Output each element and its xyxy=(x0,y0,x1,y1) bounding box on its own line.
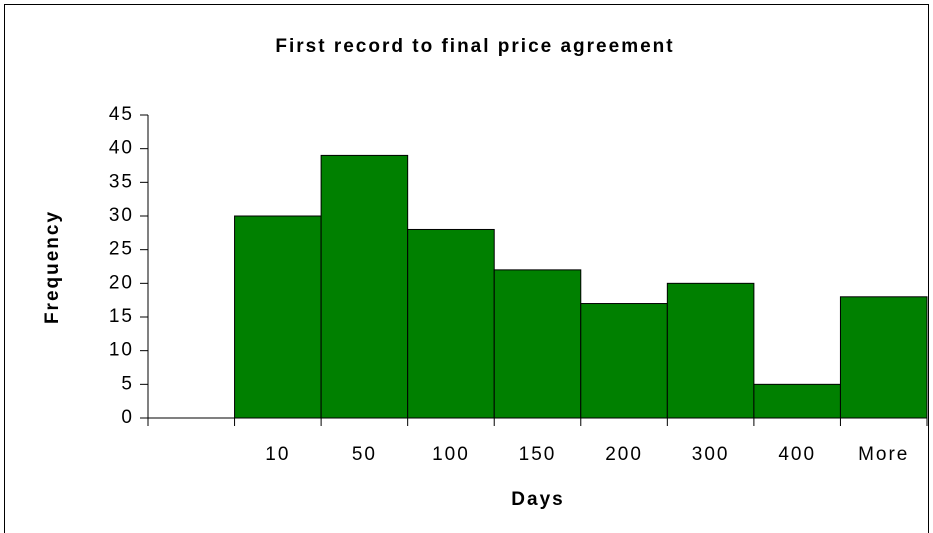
x-tick-label: 100 xyxy=(432,444,470,465)
bar xyxy=(407,228,495,419)
x-tick-label: 150 xyxy=(519,444,557,465)
x-tick-label: 400 xyxy=(778,444,816,465)
bar xyxy=(493,269,582,419)
x-tick-label: 50 xyxy=(352,444,377,465)
y-tick-label: 15 xyxy=(109,306,134,327)
x-tick-label: 200 xyxy=(605,444,643,465)
y-tick-label: 25 xyxy=(109,239,134,260)
x-axis-label: Days xyxy=(511,489,564,510)
y-axis-label: Frequency xyxy=(42,210,63,324)
chart-frame xyxy=(4,4,929,533)
y-tick-label: 0 xyxy=(121,407,134,428)
y-tick-label: 30 xyxy=(109,205,134,226)
bar xyxy=(234,215,322,419)
y-tick-label: 10 xyxy=(109,340,134,361)
bar xyxy=(666,282,755,419)
bar xyxy=(753,383,841,419)
chart-title: First record to final price agreement xyxy=(275,36,674,57)
x-tick-label: 300 xyxy=(692,444,730,465)
y-tick-label: 40 xyxy=(109,138,134,159)
bar xyxy=(839,296,928,419)
y-tick-label: 35 xyxy=(109,171,134,192)
bar xyxy=(320,154,409,419)
y-tick-label: 45 xyxy=(109,104,134,125)
bar xyxy=(580,303,668,419)
x-tick-label: More xyxy=(858,444,909,465)
y-tick-label: 20 xyxy=(109,272,134,293)
x-tick-label: 10 xyxy=(265,444,290,465)
y-tick-label: 5 xyxy=(121,373,134,394)
